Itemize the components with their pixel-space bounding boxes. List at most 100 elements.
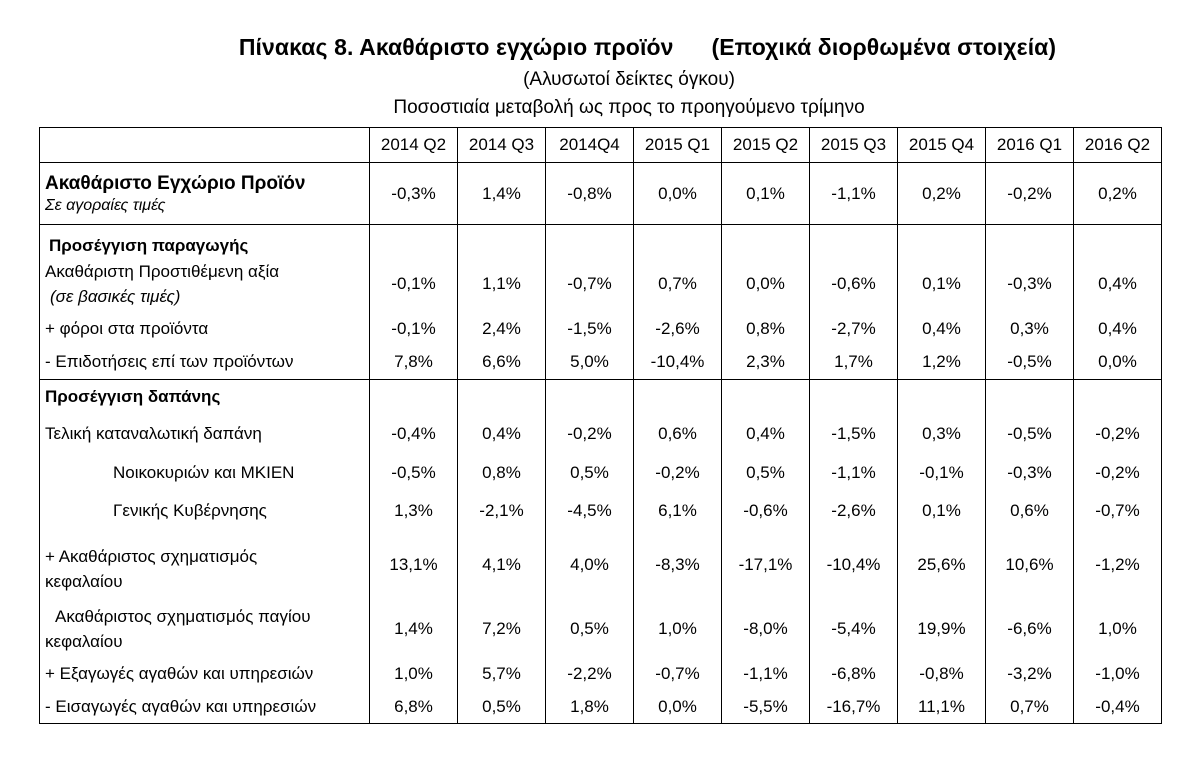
gva-label: Ακαθάριστη Προστιθέμενη αξία <box>45 261 280 281</box>
section-row: Προσέγγιση παραγωγής <box>39 224 1162 256</box>
row-label: + Ακαθάριστος σχηματισμός κεφαλαίου <box>39 529 370 600</box>
table-cell: 2,3% <box>721 345 810 380</box>
table-cell: 4,1% <box>457 529 546 600</box>
column-header: 2016 Q1 <box>985 127 1074 163</box>
gva-sublabel: (σε βασικές τιμές) <box>50 286 181 306</box>
table-cell: 1,2% <box>897 345 986 380</box>
table-cell: -0,2% <box>1073 413 1162 454</box>
table-cell: -2,2% <box>545 657 634 691</box>
table-cell: -16,7% <box>809 690 898 724</box>
table-cell: 7,8% <box>369 345 458 380</box>
table-cell: -1,2% <box>1073 529 1162 600</box>
table-row: Ακαθάριστος σχηματισμός παγίου κεφαλαίου… <box>39 599 1162 658</box>
table-cell: -17,1% <box>721 529 810 600</box>
table-cell: 13,1% <box>369 529 458 600</box>
gdp-sublabel: Σε αγοραίες τιμές <box>45 197 166 214</box>
table-cell: -0,6% <box>721 491 810 530</box>
table-cell: 0,4% <box>1073 255 1162 312</box>
table-cell: 0,0% <box>633 690 722 724</box>
table-cell: 1,1% <box>457 255 546 312</box>
table-row: - Εισαγωγές αγαθών και υπηρεσιών 6,8% 0,… <box>39 690 1162 724</box>
row-label: Ακαθάριστο Εγχώριο Προϊόν Σε αγοραίες τι… <box>39 162 370 225</box>
table-cell: 1,4% <box>457 162 546 225</box>
table-cell: -0,8% <box>897 657 986 691</box>
table-cell: -5,5% <box>721 690 810 724</box>
table-cell: -1,1% <box>721 657 810 691</box>
table-cell: 1,0% <box>1073 599 1162 658</box>
table-row: + Εξαγωγές αγαθών και υπηρεσιών 1,0% 5,7… <box>39 657 1162 691</box>
table-row: Τελική καταναλωτική δαπάνη -0,4% 0,4% -0… <box>39 413 1162 454</box>
title-paren: (Εποχικά διορθωμένα στοιχεία) <box>711 34 1057 60</box>
table-cell: -0,5% <box>985 413 1074 454</box>
table-cell: 0,7% <box>985 690 1074 724</box>
table-cell: -0,2% <box>545 413 634 454</box>
table-cell: 0,5% <box>545 599 634 658</box>
table-cell: 11,1% <box>897 690 986 724</box>
table-cell: 0,4% <box>1073 311 1162 346</box>
table-cell: 5,7% <box>457 657 546 691</box>
section-row: Προσέγγιση δαπάνης <box>39 379 1162 414</box>
table-cell: 1,8% <box>545 690 634 724</box>
table-cell: -0,4% <box>369 413 458 454</box>
table-row: Νοικοκυριών και ΜΚΙΕΝ -0,5% 0,8% 0,5% -0… <box>39 453 1162 492</box>
table-cell: -0,2% <box>633 453 722 492</box>
table-cell: 0,6% <box>633 413 722 454</box>
table-cell: 6,6% <box>457 345 546 380</box>
table-cell: 0,7% <box>633 255 722 312</box>
table-cell: -2,7% <box>809 311 898 346</box>
table-cell: 19,9% <box>897 599 986 658</box>
table-cell: 2,4% <box>457 311 546 346</box>
table-cell: -4,5% <box>545 491 634 530</box>
table-cell: 6,8% <box>369 690 458 724</box>
table-cell: -0,7% <box>1073 491 1162 530</box>
gfcf-label: Ακαθάριστος σχηματισμός παγίου κεφαλαίου <box>45 606 311 651</box>
subtitle-change-description: Ποσοστιαία μεταβολή ως προς το προηγούμε… <box>393 97 865 118</box>
column-header: 2015 Q2 <box>721 127 810 163</box>
table-row: Γενικής Κυβέρνησης 1,3% -2,1% -4,5% 6,1%… <box>39 491 1162 530</box>
households-label: Νοικοκυριών και ΜΚΙΕΝ <box>113 462 295 482</box>
table-cell: 6,1% <box>633 491 722 530</box>
table-cell: -1,5% <box>809 413 898 454</box>
table-cell: -2,1% <box>457 491 546 530</box>
table-cell: 5,0% <box>545 345 634 380</box>
header-corner <box>39 127 370 163</box>
table-cell: -3,2% <box>985 657 1074 691</box>
table-cell: 0,1% <box>721 162 810 225</box>
gcf-label: + Ακαθάριστος σχηματισμός κεφαλαίου <box>45 546 258 591</box>
table-cell: -0,5% <box>985 345 1074 380</box>
table-cell: -0,1% <box>369 311 458 346</box>
table-cell: -1,5% <box>545 311 634 346</box>
row-label: Γενικής Κυβέρνησης <box>39 491 370 530</box>
column-header: 2014Q4 <box>545 127 634 163</box>
table-title: Πίνακας 8. Ακαθάριστο εγχώριο προϊόν (Επο… <box>0 34 1200 61</box>
header-row: 2014 Q2 2014 Q3 2014Q4 2015 Q1 2015 Q2 2… <box>39 127 1162 163</box>
table-cell: 1,0% <box>369 657 458 691</box>
table-cell: -0,7% <box>633 657 722 691</box>
table-row: + Ακαθάριστος σχηματισμός κεφαλαίου 13,1… <box>39 529 1162 600</box>
table-cell: 10,6% <box>985 529 1074 600</box>
table-cell: -0,5% <box>369 453 458 492</box>
table-row: Ακαθάριστη Προστιθέμενη αξία (σε βασικές… <box>39 255 1162 312</box>
table-cell: -0,3% <box>985 255 1074 312</box>
table-cell: -5,4% <box>809 599 898 658</box>
table-cell: -10,4% <box>809 529 898 600</box>
table-cell: 0,0% <box>721 255 810 312</box>
table-cell: 7,2% <box>457 599 546 658</box>
table-cell: 1,3% <box>369 491 458 530</box>
title-main: Πίνακας 8. Ακαθάριστο εγχώριο προϊόν <box>238 34 674 60</box>
table-cell: 1,7% <box>809 345 898 380</box>
table-cell: -0,2% <box>1073 453 1162 492</box>
gdp-label: Ακαθάριστο Εγχώριο Προϊόν <box>45 173 306 194</box>
table-cell: 1,0% <box>633 599 722 658</box>
column-header: 2015 Q3 <box>809 127 898 163</box>
table-cell: 0,5% <box>545 453 634 492</box>
table-cell: 0,2% <box>1073 162 1162 225</box>
table-cell: -0,7% <box>545 255 634 312</box>
table-cell: -0,1% <box>897 453 986 492</box>
row-label: + φόροι στα προϊόντα <box>39 311 370 346</box>
table-row: - Επιδοτήσεις επί των προϊόντων 7,8% 6,6… <box>39 345 1162 380</box>
section-label: Προσέγγιση παραγωγής <box>39 224 370 256</box>
table-cell: 0,4% <box>721 413 810 454</box>
table-cell: -0,4% <box>1073 690 1162 724</box>
table-cell: 1,4% <box>369 599 458 658</box>
